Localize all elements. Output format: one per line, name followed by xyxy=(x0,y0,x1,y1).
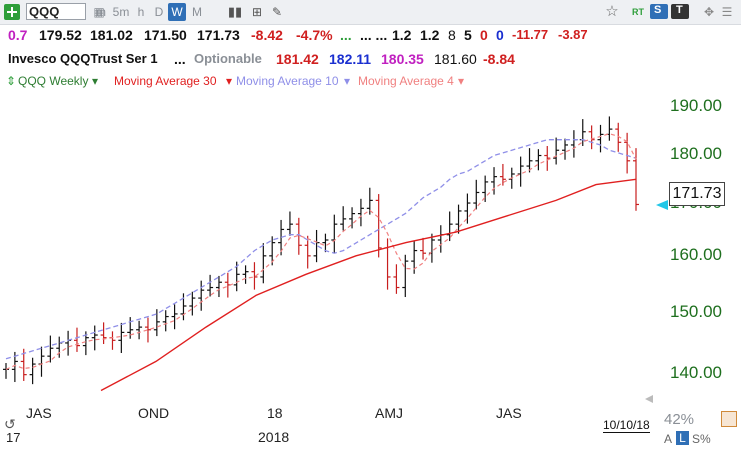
move-icon[interactable]: ✥ xyxy=(703,5,715,19)
info-price-5: -8.84 xyxy=(483,51,515,67)
quote-value-2: 1.2 xyxy=(420,27,440,43)
quote-count-2: 5 xyxy=(464,27,472,43)
t-dropdown-button[interactable]: T xyxy=(671,4,689,19)
s-dropdown-label: S xyxy=(654,4,662,16)
arith-scale-button[interactable]: A xyxy=(664,432,673,446)
price-marker-icon xyxy=(656,200,668,210)
s-dropdown-button[interactable]: S xyxy=(650,4,668,19)
x-tick-label: JAS xyxy=(496,405,522,421)
quote-change-1: -11.77 xyxy=(512,27,549,42)
quote-count-3: 0 xyxy=(480,27,488,43)
x-tick-label: JAS xyxy=(26,405,52,421)
last-price-box: 171.73 xyxy=(669,182,725,206)
optionable-label: Optionable xyxy=(194,51,262,66)
undo-icon[interactable]: ↺ xyxy=(4,416,16,432)
legend-ma4[interactable]: Moving Average 4 xyxy=(358,74,454,88)
quote-change-2: -3.87 xyxy=(558,27,588,42)
bar-chart-icon[interactable]: ▮▮ xyxy=(227,4,243,19)
legend-ma30[interactable]: Moving Average 30 xyxy=(114,74,217,88)
tab-timeframe-h[interactable]: h xyxy=(137,5,145,19)
price-label: 180.00 xyxy=(670,144,722,163)
tab-timeframe-m[interactable]: M xyxy=(192,5,202,19)
info-price-4: 181.60 xyxy=(434,51,477,67)
quote-count-4: 0 xyxy=(496,27,504,43)
legend-ma30-dropdown-icon[interactable]: ▾ xyxy=(226,74,233,88)
quote-row: 0.7 179.52 181.02 171.50 171.73 -8.42 -4… xyxy=(8,27,728,47)
tab-timeframe-w[interactable]: W xyxy=(168,3,186,21)
chart-type-icon[interactable]: ▦ xyxy=(93,5,105,19)
info-price-1: 181.42 xyxy=(276,51,319,67)
legend-ma10-dropdown-icon[interactable]: ▾ xyxy=(344,74,351,88)
quote-high: 181.02 xyxy=(90,27,133,43)
year-label: 17 xyxy=(6,430,21,445)
menu-icon[interactable]: ☰ xyxy=(721,5,733,19)
add-chart-icon[interactable]: ⊞ xyxy=(251,5,263,19)
info-row: Invesco QQQTrust Ser 1 ... Optionable 18… xyxy=(8,51,728,71)
quote-dots: ... ... xyxy=(360,27,388,43)
chart-legend: ⇕ QQQ Weekly ▾ Moving Average 30 ▾ Movin… xyxy=(6,74,726,90)
quote-close: 171.73 xyxy=(197,27,240,43)
info-dots: ... xyxy=(174,51,186,67)
x-tick-label: OND xyxy=(138,405,170,421)
zoom-level: 42% xyxy=(664,411,695,428)
x-tick-label: AMJ xyxy=(375,405,403,421)
legend-dropdown-icon[interactable]: ▾ xyxy=(92,74,99,88)
toolbar: QQQ ▦ m 5m h D W M ▮▮ ⊞ ✎ ☆ RT S T ✥ ☰ xyxy=(0,0,741,25)
tab-timeframe-d[interactable]: D xyxy=(154,5,164,19)
quote-change: -8.42 xyxy=(251,27,283,43)
quote-value-1: 1.2 xyxy=(392,27,412,43)
quote-count-1: 8 xyxy=(448,27,456,43)
quote-change-pct: -4.7% xyxy=(296,27,333,43)
price-label: 190.00 xyxy=(670,96,722,115)
scroll-up-icon[interactable] xyxy=(645,395,653,403)
tab-timeframe-1m[interactable]: m xyxy=(96,5,106,19)
log-scale-button[interactable]: L xyxy=(676,431,689,445)
current-date: 10/10/18 xyxy=(603,418,650,433)
star-icon[interactable]: ☆ xyxy=(605,3,619,20)
instrument-name: Invesco QQQTrust Ser 1 xyxy=(8,51,158,66)
price-label: 160.00 xyxy=(670,245,722,264)
rt-icon[interactable]: RT xyxy=(632,7,644,17)
legend-ma4-dropdown-icon[interactable]: ▾ xyxy=(458,74,465,88)
quote-dots-green: ... xyxy=(340,27,352,43)
info-price-2: 182.11 xyxy=(329,51,372,67)
price-chart[interactable] xyxy=(0,90,660,400)
t-dropdown-label: T xyxy=(676,4,683,16)
quote-low: 171.50 xyxy=(144,27,187,43)
year-label: 2018 xyxy=(258,429,290,445)
price-label: 140.00 xyxy=(670,363,722,382)
legend-move-icon[interactable]: ⇕ xyxy=(6,74,17,88)
zoom-out-icon[interactable] xyxy=(721,411,737,427)
tab-timeframe-5m[interactable]: 5m xyxy=(112,5,130,19)
legend-symbol[interactable]: QQQ Weekly xyxy=(18,74,89,88)
info-price-3: 180.35 xyxy=(381,51,424,67)
quote-open: 179.52 xyxy=(39,27,82,43)
symbol-input[interactable]: QQQ xyxy=(26,3,86,20)
ma4-line xyxy=(5,133,637,370)
ma30-line xyxy=(100,178,637,392)
x-tick-label: 18 xyxy=(267,405,283,421)
percent-scale-button[interactable]: S% xyxy=(692,432,711,446)
pencil-icon[interactable]: ✎ xyxy=(271,5,283,19)
price-label: 150.00 xyxy=(670,302,722,321)
legend-ma10[interactable]: Moving Average 10 xyxy=(236,74,339,88)
add-icon[interactable] xyxy=(4,4,20,20)
ma10-line xyxy=(5,139,637,360)
quote-change-label: 0.7 xyxy=(8,27,28,43)
